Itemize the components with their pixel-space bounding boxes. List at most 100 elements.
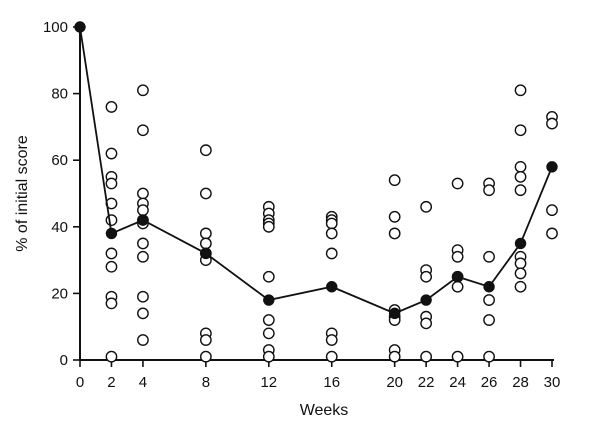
data-point [325, 334, 338, 346]
data-point [451, 280, 464, 293]
data-point [388, 174, 401, 187]
x-tick-label: 24 [449, 374, 466, 391]
y-tick-label: 100 [43, 19, 68, 36]
data-point [451, 350, 464, 363]
data-point [262, 220, 275, 233]
data-point [137, 237, 149, 250]
data-point [451, 250, 464, 263]
x-tick-label: 28 [512, 374, 529, 391]
data-point [262, 270, 275, 283]
data-point [514, 160, 527, 173]
data-point [420, 317, 433, 330]
data-point [105, 247, 118, 260]
mean-point [451, 271, 464, 283]
data-point [451, 177, 464, 190]
x-tick-label: 8 [202, 374, 210, 391]
axes [79, 25, 554, 361]
data-point [420, 200, 433, 213]
data-point [483, 184, 495, 197]
mean-point [105, 227, 118, 240]
data-point [388, 350, 401, 363]
data-point [137, 204, 149, 217]
data-point [514, 84, 527, 97]
mean-points [74, 21, 558, 320]
data-point [483, 250, 495, 263]
data-point [137, 307, 149, 320]
data-point [514, 267, 527, 280]
x-axis-title: Weeks [300, 402, 349, 419]
data-point [137, 187, 149, 200]
data-point [514, 184, 527, 197]
data-point [105, 350, 118, 363]
data-point [325, 227, 338, 240]
x-tick-label: 26 [481, 374, 498, 391]
mean-point [483, 281, 495, 293]
data-point [137, 84, 149, 97]
data-point [514, 124, 527, 137]
mean-point [514, 237, 527, 250]
data-point [105, 297, 118, 310]
mean-point [420, 294, 432, 306]
mean-point [326, 281, 338, 293]
x-tick-label: 4 [139, 374, 147, 391]
y-tick-label: 40 [51, 219, 68, 236]
y-tick-label: 80 [51, 86, 68, 103]
data-point [105, 147, 118, 160]
data-point [483, 350, 495, 363]
data-point [388, 210, 401, 223]
data-point [514, 170, 527, 183]
data-point [105, 101, 118, 113]
data-point [514, 280, 527, 293]
mean-point [74, 21, 86, 33]
x-tick-label: 0 [76, 374, 84, 391]
mean-point [200, 247, 212, 260]
mean-point [388, 307, 401, 320]
data-point [262, 327, 275, 340]
data-point [137, 124, 149, 137]
data-point [199, 144, 212, 157]
data-point [199, 187, 212, 200]
y-tick-label: 60 [51, 152, 68, 169]
data-point [325, 217, 338, 230]
data-point [199, 334, 212, 346]
data-point [546, 117, 558, 130]
data-point [137, 290, 149, 303]
x-tick-label: 30 [544, 374, 561, 391]
x-ticks: 0 2 4 8 12 16 20 22 24 26 28 30 [76, 360, 561, 391]
data-point [483, 294, 495, 306]
mean-point [546, 161, 558, 173]
individual-points [105, 84, 558, 363]
y-tick-label: 20 [51, 285, 68, 302]
data-point [262, 350, 275, 363]
data-point [546, 204, 558, 217]
data-point [420, 270, 433, 283]
data-point [262, 314, 275, 326]
data-point [514, 257, 527, 270]
data-point [199, 227, 212, 240]
y-axis-title: % of initial score [14, 135, 31, 252]
x-tick-label: 2 [107, 374, 115, 391]
data-point [105, 177, 118, 190]
data-point [420, 350, 433, 363]
data-point [137, 334, 149, 346]
mean-line [79, 26, 553, 315]
mean-point [263, 294, 275, 306]
x-tick-label: 20 [386, 374, 403, 391]
mean-point [137, 214, 149, 226]
data-point [325, 247, 338, 260]
data-point [105, 260, 118, 273]
y-tick-label: 0 [60, 352, 68, 369]
data-point [137, 250, 149, 263]
x-tick-label: 12 [260, 374, 277, 391]
data-point [325, 350, 338, 363]
data-point [199, 350, 212, 363]
y-ticks: 0 20 40 60 80 100 [43, 19, 80, 369]
data-point [546, 227, 558, 240]
data-point [388, 227, 401, 240]
data-point [199, 237, 212, 250]
data-point [483, 314, 495, 326]
data-point [105, 214, 118, 227]
x-tick-label: 16 [323, 374, 340, 391]
x-tick-label: 22 [418, 374, 435, 391]
